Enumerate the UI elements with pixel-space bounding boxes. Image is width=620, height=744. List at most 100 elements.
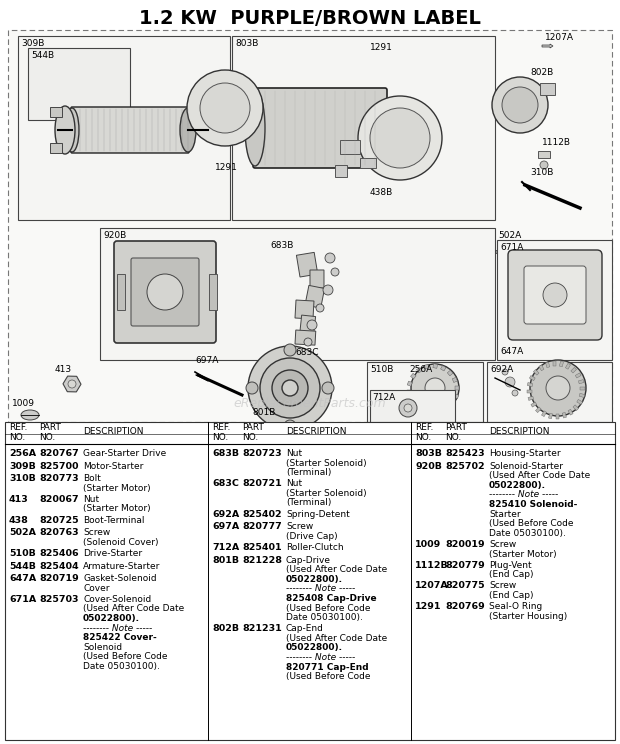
Text: 825423: 825423: [445, 449, 485, 458]
Text: Screw: Screw: [83, 528, 110, 537]
Text: Screw: Screw: [489, 581, 516, 590]
Text: 256A: 256A: [409, 365, 432, 374]
Text: REF.: REF.: [9, 423, 27, 432]
Bar: [546, 362, 550, 368]
Text: Gear-Starter Drive: Gear-Starter Drive: [83, 449, 166, 458]
FancyArrow shape: [542, 44, 553, 48]
Text: NO.: NO.: [415, 432, 432, 441]
FancyBboxPatch shape: [71, 107, 189, 153]
Circle shape: [512, 390, 518, 396]
Bar: [410, 373, 416, 379]
Bar: [447, 371, 453, 376]
Bar: [577, 400, 583, 405]
Text: Boot-Terminal: Boot-Terminal: [83, 516, 144, 525]
Text: 825422 Cover-: 825422 Cover-: [83, 633, 157, 642]
Text: 544B: 544B: [9, 562, 36, 571]
Text: 647A: 647A: [500, 347, 523, 356]
Bar: [553, 361, 556, 366]
Text: 310B: 310B: [9, 474, 36, 483]
Text: Motor-Starter: Motor-Starter: [83, 461, 143, 471]
Bar: [117, 274, 125, 310]
Text: 820775: 820775: [445, 581, 485, 590]
Text: 1009: 1009: [12, 399, 35, 408]
Bar: [575, 373, 581, 378]
Text: Screw: Screw: [286, 522, 313, 531]
Bar: [533, 370, 539, 375]
Text: (Solenoid Cover): (Solenoid Cover): [83, 538, 159, 547]
Text: (Starter Motor): (Starter Motor): [83, 484, 151, 493]
Ellipse shape: [245, 90, 265, 166]
Bar: [360, 158, 376, 168]
Text: Drive-Starter: Drive-Starter: [83, 549, 142, 558]
Text: 510B: 510B: [9, 549, 36, 558]
FancyBboxPatch shape: [114, 241, 216, 343]
FancyBboxPatch shape: [524, 266, 586, 324]
Bar: [370, 390, 455, 422]
Text: 671A: 671A: [500, 243, 523, 252]
Text: Nut: Nut: [286, 449, 302, 458]
Circle shape: [502, 369, 508, 375]
Text: Spring-Detent: Spring-Detent: [286, 510, 350, 519]
Bar: [50, 143, 62, 153]
Circle shape: [530, 360, 586, 416]
Bar: [8, 30, 612, 422]
Text: (Starter Motor): (Starter Motor): [83, 504, 151, 513]
Text: 802B: 802B: [212, 624, 239, 633]
Bar: [340, 140, 360, 154]
Circle shape: [272, 370, 308, 406]
Bar: [487, 362, 612, 422]
Text: 803B: 803B: [235, 39, 259, 48]
Bar: [580, 387, 585, 390]
Text: 825404: 825404: [39, 562, 79, 571]
Text: 1112B: 1112B: [415, 560, 449, 570]
Text: -------- Note -----: -------- Note -----: [286, 584, 355, 593]
FancyBboxPatch shape: [253, 88, 387, 168]
Circle shape: [246, 382, 258, 394]
Text: 438B: 438B: [370, 188, 393, 197]
Text: (Starter Solenoid): (Starter Solenoid): [286, 489, 366, 498]
Text: 825702: 825702: [445, 461, 485, 471]
Bar: [579, 394, 585, 397]
Bar: [305, 285, 321, 305]
Circle shape: [307, 320, 317, 330]
Text: 820773: 820773: [39, 474, 79, 483]
Text: (Used Before Code: (Used Before Code: [286, 603, 371, 612]
Bar: [527, 390, 532, 393]
Bar: [454, 394, 459, 399]
Bar: [444, 407, 449, 412]
Circle shape: [323, 285, 333, 295]
Text: 309B: 309B: [9, 461, 36, 471]
Bar: [556, 414, 559, 419]
FancyBboxPatch shape: [508, 250, 602, 340]
Text: 647A: 647A: [9, 574, 36, 583]
Circle shape: [358, 96, 442, 180]
Text: (Used Before Code: (Used Before Code: [83, 652, 167, 661]
Bar: [50, 107, 62, 117]
Text: Seal-O Ring: Seal-O Ring: [489, 602, 542, 611]
Bar: [407, 390, 411, 394]
Text: 309B: 309B: [21, 39, 45, 48]
Ellipse shape: [21, 410, 39, 420]
Bar: [437, 411, 441, 416]
Text: 801B: 801B: [252, 408, 275, 417]
Text: 821228: 821228: [242, 556, 282, 565]
Bar: [578, 379, 584, 384]
Text: 683C: 683C: [212, 479, 239, 488]
Text: (Used Before Code: (Used Before Code: [489, 519, 574, 528]
Bar: [307, 268, 324, 288]
Bar: [565, 363, 570, 369]
Bar: [100, 228, 495, 360]
Text: 802B: 802B: [530, 68, 553, 77]
Bar: [5, 422, 615, 740]
Bar: [573, 405, 578, 411]
Text: 825408 Cap-Drive: 825408 Cap-Drive: [286, 594, 376, 603]
Text: 820725: 820725: [39, 516, 79, 525]
Text: 825406: 825406: [39, 549, 79, 558]
Text: 820723: 820723: [242, 449, 281, 458]
Text: 801B: 801B: [212, 556, 239, 565]
Bar: [420, 409, 425, 414]
Text: (Used After Code Date: (Used After Code Date: [83, 604, 184, 613]
Text: DESCRIPTION: DESCRIPTION: [489, 428, 549, 437]
Text: 544B: 544B: [31, 51, 54, 60]
Circle shape: [546, 376, 570, 400]
